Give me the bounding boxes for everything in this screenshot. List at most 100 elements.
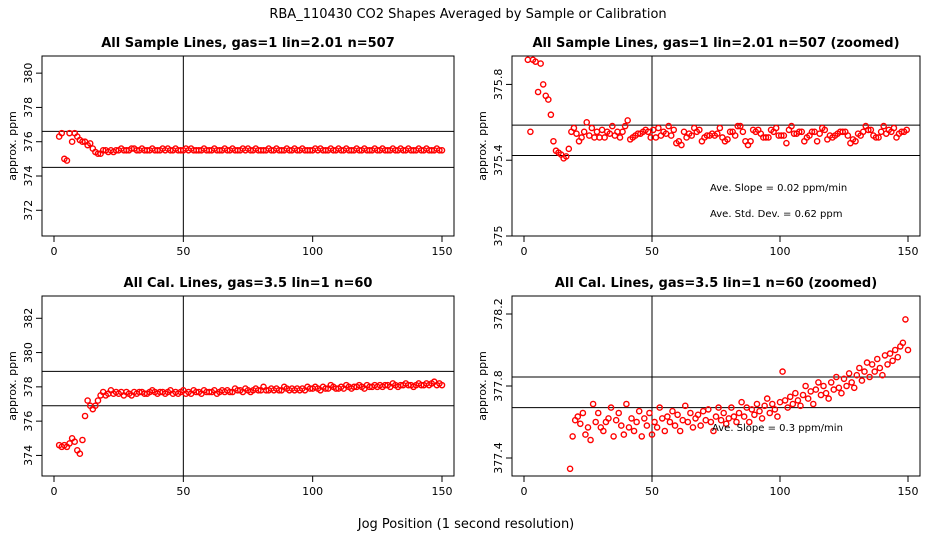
x-tick-label: 0 [51,485,58,498]
data-point [776,398,784,406]
data-point [694,411,702,419]
data-point [716,124,724,132]
y-tick-label: 382 [22,308,35,329]
y-tick-label: 372 [22,200,35,221]
y-tick-label: 376 [22,131,35,152]
data-point [58,129,66,137]
data-point [616,134,624,141]
data-point [557,151,565,158]
data-point [592,418,599,426]
data-point [850,384,858,392]
data-point [705,406,712,413]
annotation: Ave. Std. Dev. = 0.62 ppm [710,209,842,220]
data-point [820,382,827,390]
data-point [665,122,672,130]
data-point [849,136,857,143]
data-point [630,427,638,435]
data-point [696,126,703,134]
data-point [784,404,791,411]
data-point [703,132,711,139]
x-tick-label: 150 [432,485,453,498]
data-point [565,145,573,153]
data-point [664,413,671,420]
data-point [888,128,895,136]
plot-frame [511,55,921,237]
data-point [619,128,626,136]
data-point [845,370,853,377]
data-point [534,88,542,96]
x-tick-label: 100 [770,245,791,258]
plot-frame [41,295,455,477]
data-point [524,56,532,64]
data-point [753,400,761,408]
data-point [812,386,820,393]
data-point [856,364,863,372]
data-point [835,384,843,392]
data-point [641,415,648,422]
data-point [865,126,872,134]
data-point [825,395,832,402]
data-point [779,368,786,375]
panel-title: All Cal. Lines, gas=3.5 lin=1 n=60 [124,276,373,291]
data-point [620,431,628,438]
data-point [666,418,674,426]
data-point [523,237,528,242]
data-point [879,371,886,379]
plot-frame [511,295,921,477]
data-point [68,138,76,146]
data-point [772,124,780,132]
annotation: Ave. Slope = 0.02 ppm/min [710,183,847,194]
data-point [881,352,889,359]
data-point [653,424,661,431]
data-point [687,409,694,417]
data-point [886,350,894,357]
data-point [757,130,765,137]
data-point [673,139,680,147]
panel-title: All Cal. Lines, gas=3.5 lin=1 n=60 (zoom… [555,276,877,291]
data-point [715,404,722,411]
y-tick-label: 378 [22,97,35,118]
data-point [438,381,446,389]
x-tick-label: 0 [521,485,528,498]
data-point [582,431,589,438]
data-points [55,378,446,458]
data-point [92,402,99,410]
data-point [573,130,580,137]
data-point [761,402,768,410]
data-point [813,137,821,145]
y-tick-label: 374 [22,445,35,466]
data-point [542,92,550,100]
data-point [615,409,623,417]
panel-sample-lines-zoomed: All Sample Lines, gas=1 lin=2.01 n=507 (… [476,36,921,258]
data-point [872,134,880,141]
data-point [737,122,744,130]
data-point [877,128,885,136]
data-point [762,134,770,141]
data-point [792,389,799,397]
data-point [667,132,675,139]
data-point [840,375,848,383]
x-tick-label: 50 [176,245,190,258]
data-point [584,424,592,431]
data-point [322,385,329,392]
data-point [841,128,849,136]
data-point [867,126,875,134]
y-tick-label: 377.8 [492,370,505,402]
data-point [578,134,585,141]
data-point [610,433,617,440]
data-point [880,122,887,130]
data-point [720,409,727,417]
data-point [722,420,730,428]
data-point [749,126,757,134]
data-point [594,409,602,417]
data-point [711,132,719,139]
data-point [818,124,826,132]
data-point [656,404,663,411]
y-tick-label: 376 [22,411,35,432]
y-axis-label: approx. ppm [6,351,19,421]
data-point [738,398,745,406]
y-tick-label: 375.8 [492,69,505,101]
data-point [617,422,625,429]
y-axis-label: approx. ppm [476,111,489,181]
